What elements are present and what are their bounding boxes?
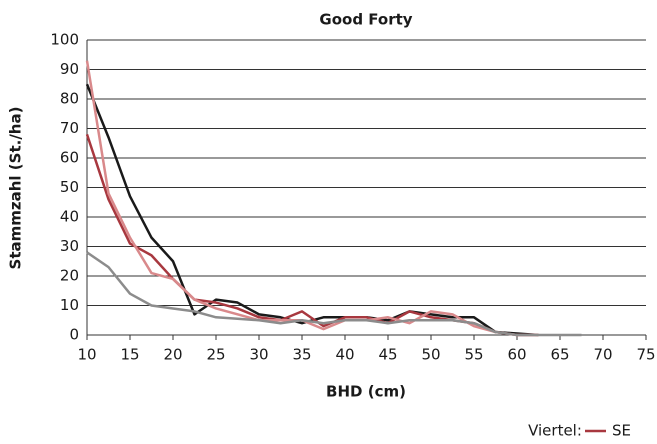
y-tick-label: 30 [60,237,79,255]
legend-title: Viertel: [528,422,582,440]
x-tick-label: 65 [550,346,569,364]
x-tick-label: 55 [464,346,483,364]
y-tick-label: 90 [60,60,79,78]
x-tick-label: 60 [507,346,526,364]
x-tick-label: 35 [292,346,311,364]
x-axis-title: BHD (cm) [326,383,406,401]
y-tick-label: 80 [60,90,79,108]
legend-label: SE [612,422,631,440]
x-tick-label: 40 [335,346,354,364]
x-tick-label: 30 [249,346,268,364]
x-tick-label: 50 [421,346,440,364]
y-tick-label: 60 [60,149,79,167]
series-line [85,60,539,337]
x-tick-label: 75 [636,346,655,364]
y-tick-label: 50 [60,178,79,196]
series-line [85,83,539,337]
y-axis-title: Stammzahl (St./ha) [7,107,25,270]
y-tick-label: 0 [69,326,79,344]
x-tick-label: 20 [163,346,182,364]
y-tick-label: 20 [60,267,79,285]
x-tick-label: 70 [593,346,612,364]
x-tick-label: 15 [120,346,139,364]
y-tick-label: 100 [50,31,79,49]
x-tick-label: 45 [378,346,397,364]
y-tick-label: 40 [60,208,79,226]
y-tick-label: 10 [60,296,79,314]
x-tick-label: 25 [206,346,225,364]
chart-title: Good Forty [319,11,412,29]
x-tick-label: 10 [77,346,96,364]
series-line [86,251,582,337]
y-tick-label: 70 [60,119,79,137]
